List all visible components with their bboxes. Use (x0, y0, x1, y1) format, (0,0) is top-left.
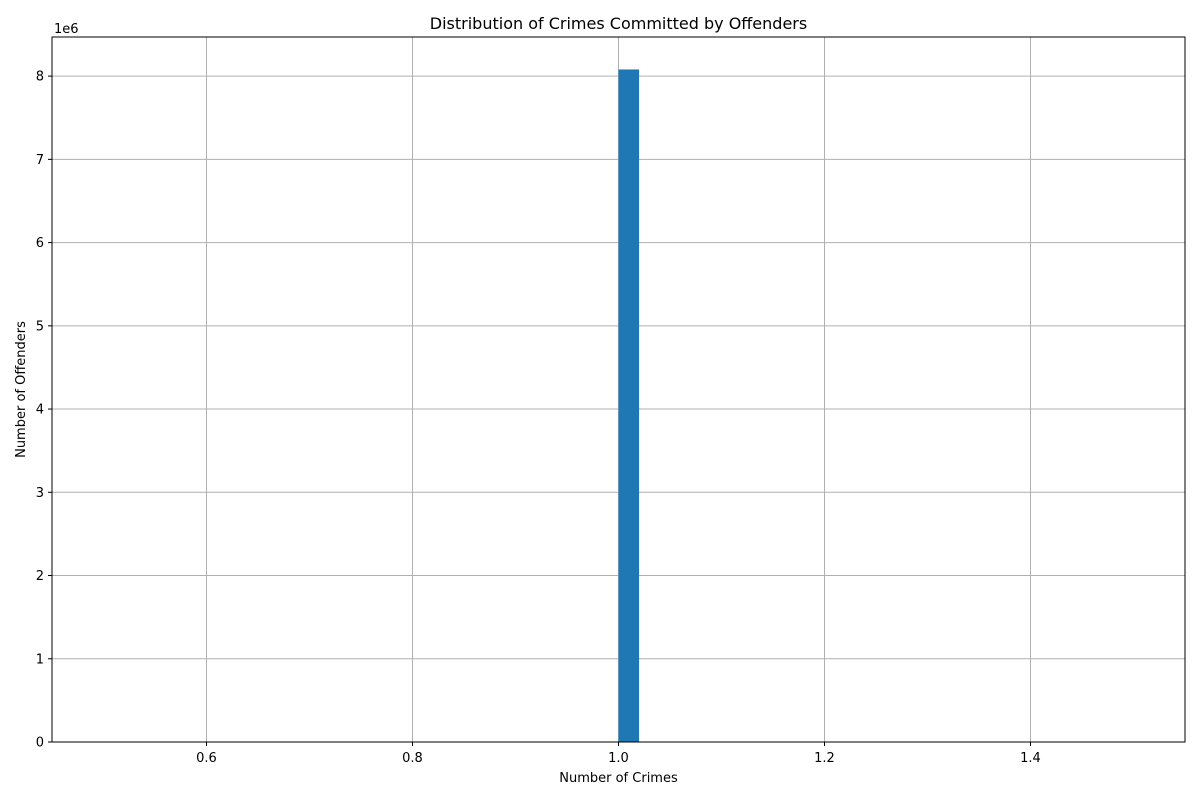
x-tick-label: 1.2 (814, 751, 835, 766)
chart-title: Distribution of Crimes Committed by Offe… (430, 14, 807, 33)
y-tick-label: 5 (36, 319, 44, 334)
axis-ticks: 0.6 0.8 1.0 1.2 1.4 0 1 2 3 4 5 6 7 8 (36, 70, 1041, 766)
x-tick-label: 0.6 (196, 751, 217, 766)
x-tick-label: 1.0 (608, 751, 629, 766)
y-tick-label: 2 (36, 569, 44, 584)
y-tick-label: 1 (36, 652, 44, 667)
y-tick-label: 8 (36, 70, 44, 85)
histogram-bar (618, 69, 640, 743)
y-tick-label: 0 (36, 736, 44, 751)
y-tick-label: 3 (36, 486, 44, 501)
y-axis-offset-label: 1e6 (54, 22, 79, 37)
y-tick-label: 6 (36, 236, 44, 251)
y-axis-label: Number of Offenders (14, 321, 29, 458)
y-tick-label: 7 (36, 153, 44, 168)
x-tick-label: 0.8 (402, 751, 423, 766)
bars (618, 69, 640, 743)
x-tick-label: 1.4 (1020, 751, 1041, 766)
x-axis-label: Number of Crimes (559, 771, 678, 786)
y-tick-label: 4 (36, 403, 44, 418)
